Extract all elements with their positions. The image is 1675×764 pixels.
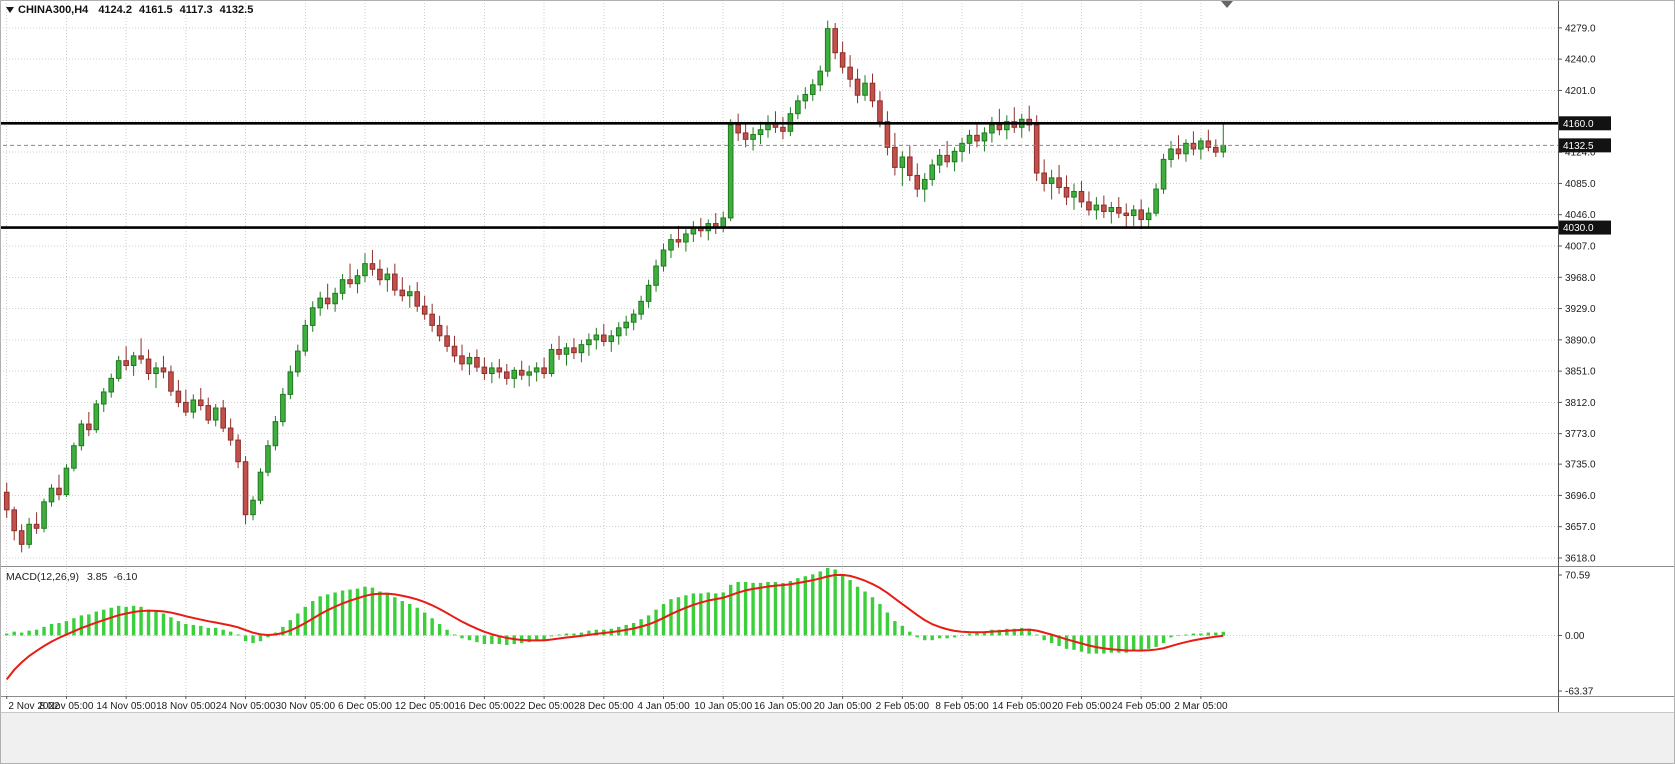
level-price-tag-4030.0: 4030.0 xyxy=(1559,220,1611,235)
svg-text:3657.0: 3657.0 xyxy=(1565,522,1596,533)
svg-text:3851.0: 3851.0 xyxy=(1565,367,1596,378)
bid-price-tag: 4132.5 xyxy=(1559,138,1611,153)
svg-text:4240.0: 4240.0 xyxy=(1565,55,1596,66)
level-price-tag-4160.0: 4160.0 xyxy=(1559,116,1611,131)
svg-text:8 Feb 05:00: 8 Feb 05:00 xyxy=(935,701,989,712)
svg-text:6 Dec 05:00: 6 Dec 05:00 xyxy=(338,701,392,712)
svg-text:3618.0: 3618.0 xyxy=(1565,553,1596,564)
svg-text:10 Jan 05:00: 10 Jan 05:00 xyxy=(694,701,752,712)
svg-text:4160.0: 4160.0 xyxy=(1563,119,1594,130)
bottom-empty-strip xyxy=(0,712,1675,764)
svg-text:14 Feb 05:00: 14 Feb 05:00 xyxy=(992,701,1051,712)
symbol-timeframe-label: CHINA300,H4 xyxy=(18,4,89,16)
ohlc-low-value: 4117.3 xyxy=(179,4,213,16)
svg-text:3929.0: 3929.0 xyxy=(1565,304,1596,315)
svg-text:28 Dec 05:00: 28 Dec 05:00 xyxy=(574,701,634,712)
macd-histogram-layer xyxy=(5,568,1225,654)
svg-text:20 Feb 05:00: 20 Feb 05:00 xyxy=(1052,701,1111,712)
svg-text:2 Feb 05:00: 2 Feb 05:00 xyxy=(876,701,930,712)
chart-ohlc-header: CHINA300,H4 4124.2 4161.5 4117.3 4132.5 xyxy=(6,4,260,16)
svg-text:30 Nov 05:00: 30 Nov 05:00 xyxy=(276,701,336,712)
svg-text:3773.0: 3773.0 xyxy=(1565,429,1596,440)
svg-text:4007.0: 4007.0 xyxy=(1565,242,1596,253)
ohlc-open-value: 4124.2 xyxy=(98,4,132,16)
svg-text:4 Jan 05:00: 4 Jan 05:00 xyxy=(637,701,690,712)
svg-text:4085.0: 4085.0 xyxy=(1565,179,1596,190)
svg-text:3696.0: 3696.0 xyxy=(1565,491,1596,502)
svg-text:24 Nov 05:00: 24 Nov 05:00 xyxy=(216,701,276,712)
svg-text:3968.0: 3968.0 xyxy=(1565,273,1596,284)
svg-text:16 Jan 05:00: 16 Jan 05:00 xyxy=(754,701,812,712)
svg-text:70.59: 70.59 xyxy=(1565,571,1590,582)
svg-text:4030.0: 4030.0 xyxy=(1563,223,1594,234)
svg-text:3890.0: 3890.0 xyxy=(1565,335,1596,346)
svg-text:-63.37: -63.37 xyxy=(1565,687,1594,698)
price-scale[interactable]: 4279.0 4240.0 4201.0 4124.0 4085.0 4046.0 4007… xyxy=(1558,23,1596,564)
ohlc-high-value: 4161.5 xyxy=(138,4,173,16)
svg-text:22 Dec 05:00: 22 Dec 05:00 xyxy=(514,701,574,712)
macd-indicator-header: MACD(12,26,9) 3.85 -6.10 xyxy=(6,571,143,583)
svg-text:8 Nov 05:00: 8 Nov 05:00 xyxy=(39,701,93,712)
chart-shift-marker-icon xyxy=(1221,1,1233,8)
svg-text:3812.0: 3812.0 xyxy=(1565,398,1596,409)
svg-text:20 Jan 05:00: 20 Jan 05:00 xyxy=(814,701,872,712)
candles-layer xyxy=(3,20,1227,553)
svg-text:4132.5: 4132.5 xyxy=(1563,141,1594,152)
svg-text:4201.0: 4201.0 xyxy=(1565,86,1596,97)
macd-name-label: MACD(12,26,9) xyxy=(6,571,79,583)
svg-text:24 Feb 05:00: 24 Feb 05:00 xyxy=(1112,701,1171,712)
macd-main-value: 3.85 xyxy=(86,571,108,583)
svg-text:14 Nov 05:00: 14 Nov 05:00 xyxy=(96,701,156,712)
svg-text:18 Nov 05:00: 18 Nov 05:00 xyxy=(156,701,216,712)
svg-text:12 Dec 05:00: 12 Dec 05:00 xyxy=(395,701,455,712)
ohlc-close-value: 4132.5 xyxy=(219,4,254,16)
macd-scale[interactable]: 70.59 0.00 -63.37 xyxy=(1558,571,1594,698)
svg-text:4279.0: 4279.0 xyxy=(1565,23,1596,34)
svg-text:0.00: 0.00 xyxy=(1565,631,1585,642)
svg-text:2 Mar 05:00: 2 Mar 05:00 xyxy=(1174,701,1228,712)
svg-text:16 Dec 05:00: 16 Dec 05:00 xyxy=(455,701,515,712)
svg-text:2 Nov 2022: 2 Nov 2022 xyxy=(8,701,60,712)
macd-signal-line xyxy=(5,573,1224,681)
symbol-marker-icon xyxy=(6,7,14,13)
svg-text:4046.0: 4046.0 xyxy=(1565,210,1596,221)
panel-separators xyxy=(0,0,1675,713)
svg-text:4124.0: 4124.0 xyxy=(1565,148,1596,159)
macd-signal-value: -6.10 xyxy=(113,571,138,583)
svg-text:3735.0: 3735.0 xyxy=(1565,460,1596,471)
